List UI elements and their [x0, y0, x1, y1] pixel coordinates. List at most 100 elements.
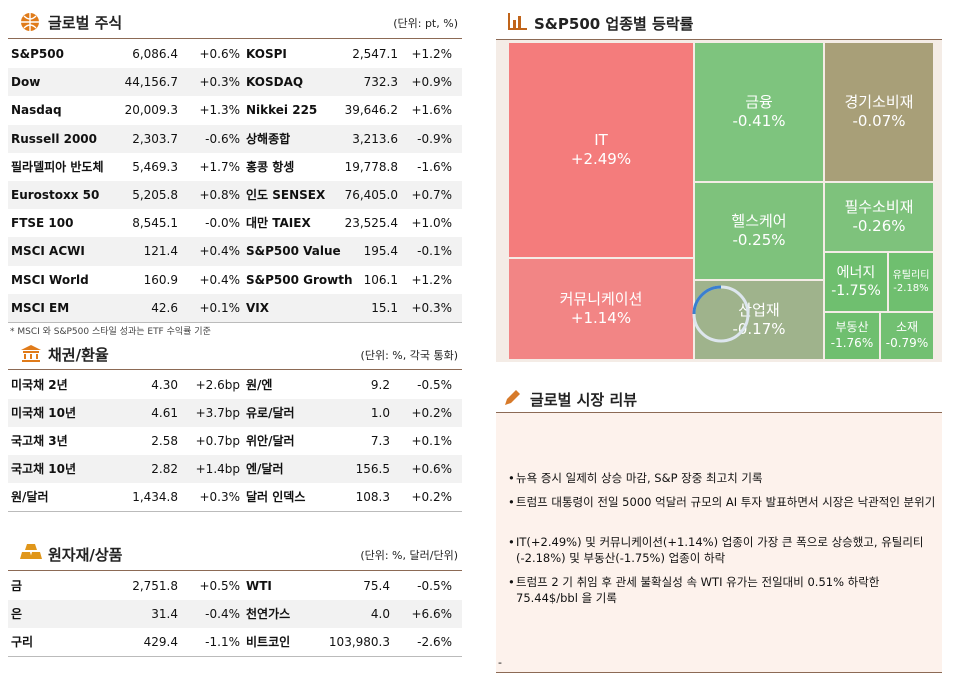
- name: KOSPI: [246, 47, 287, 61]
- sector-change: -1.75%: [831, 283, 881, 299]
- row-shade: [8, 293, 462, 322]
- value: 4.61: [151, 406, 178, 420]
- value: 8,545.1: [132, 216, 178, 231]
- change: -0.5%: [417, 579, 452, 593]
- name: S&P500 Value: [246, 244, 341, 259]
- treemap-cell: 금융 -0.41%: [694, 42, 824, 182]
- section-title: 글로벌 시장 리뷰: [530, 391, 638, 409]
- name: 금: [11, 579, 23, 593]
- change: +0.3%: [411, 300, 452, 315]
- name: MSCI World: [11, 272, 89, 287]
- row-shade: [8, 600, 462, 628]
- sector-change: -2.18%: [893, 283, 929, 294]
- value: 39,646.2: [344, 103, 398, 118]
- value: 76,405.0: [344, 188, 398, 202]
- sector-change: +1.14%: [570, 309, 632, 327]
- value: 2,751.8: [132, 579, 178, 593]
- change: +1.2%: [411, 272, 452, 287]
- value: 19,778.8: [344, 159, 398, 174]
- change: +0.7%: [411, 188, 452, 202]
- header-rule: [496, 39, 942, 40]
- sector-change: -0.25%: [732, 231, 786, 249]
- change: -1.6%: [417, 159, 452, 174]
- value: 1.0: [370, 406, 390, 420]
- value: 42.6: [151, 300, 178, 315]
- change: -0.1%: [417, 244, 452, 259]
- change: -0.6%: [205, 131, 240, 146]
- change: +0.8%: [199, 188, 240, 202]
- value: 6,086.4: [132, 47, 178, 61]
- value: 2,303.7: [132, 131, 178, 146]
- change: -2.6%: [417, 635, 452, 649]
- change: +0.5%: [199, 579, 240, 593]
- sector-name: 헬스케어: [731, 211, 787, 230]
- name: Nikkei 225: [246, 103, 318, 118]
- value: 1,434.8: [132, 490, 178, 504]
- change: +1.4bp: [195, 462, 240, 476]
- sector-name: 소재: [895, 320, 919, 335]
- header-rule: [8, 38, 462, 39]
- header-rule: [496, 412, 942, 413]
- change: +0.3%: [199, 490, 240, 504]
- change: +0.6%: [199, 47, 240, 61]
- value: 7.3: [370, 434, 390, 448]
- treemap-cell: 경기소비재 -0.07%: [824, 42, 934, 182]
- name: VIX: [246, 300, 270, 315]
- value: 3,213.6: [352, 131, 398, 146]
- change: +0.7bp: [195, 434, 240, 448]
- value: 106.1: [363, 272, 398, 287]
- change: +0.2%: [411, 490, 452, 504]
- change: +0.1%: [411, 434, 452, 448]
- change: +6.6%: [411, 607, 452, 621]
- sector-name: 부동산: [835, 320, 869, 335]
- treemap-cell: 산업재 -0.17%: [694, 280, 824, 360]
- section-title: S&P500 업종별 등락률: [534, 15, 694, 33]
- unit-note: (단위: pt, %): [393, 17, 458, 30]
- globe-icon: [21, 13, 39, 31]
- sector-name: 경기소비재: [844, 92, 914, 111]
- value: 15.1: [371, 300, 398, 315]
- name: Dow: [11, 75, 41, 90]
- value: 5,469.3: [132, 159, 178, 174]
- review-bullet: IT(+2.49%) 및 커뮤니케이션(+1.14%) 업종이 가장 큰 폭으로…: [508, 534, 936, 566]
- value: 20,009.3: [124, 103, 178, 118]
- end-mark: -: [498, 656, 502, 669]
- value: 732.3: [363, 75, 398, 90]
- value: 44,156.7: [124, 75, 178, 90]
- unit-note: (단위: %, 달러/단위): [360, 549, 458, 562]
- name: 구리: [11, 635, 34, 649]
- change: -0.4%: [205, 607, 240, 621]
- value: 75.4: [363, 579, 390, 593]
- bank-icon: [21, 345, 41, 362]
- sector-change: -0.07%: [852, 112, 906, 130]
- value: 429.4: [143, 635, 178, 649]
- value: 4.30: [151, 378, 178, 392]
- bars-icon: [508, 13, 527, 30]
- row-shade: [8, 68, 462, 97]
- name: 위안/달러: [246, 434, 295, 448]
- name: 상해종합: [246, 131, 291, 146]
- treemap-cell: 커뮤니케이션 +1.14%: [508, 258, 694, 360]
- name: MSCI ACWI: [11, 244, 85, 259]
- value: 4.0: [370, 607, 390, 621]
- name: 인도 SENSEX: [246, 188, 326, 202]
- value: 156.5: [355, 462, 390, 476]
- name: 원/달러: [11, 490, 49, 504]
- sector-change: -0.26%: [852, 217, 906, 235]
- name: 비트코인: [246, 635, 291, 649]
- sector-name: 커뮤니케이션: [559, 289, 643, 308]
- treemap-cell: 헬스케어 -0.25%: [694, 182, 824, 280]
- sector-name: 유틸리티: [892, 270, 930, 281]
- value: 2,547.1: [352, 47, 398, 61]
- name: S&P500 Growth: [246, 272, 353, 287]
- change: +1.2%: [411, 47, 452, 61]
- value: 121.4: [143, 244, 178, 259]
- name: Nasdaq: [11, 103, 62, 118]
- name: 은: [11, 607, 23, 621]
- value: 103,980.3: [328, 635, 390, 649]
- bottom-rule: [8, 656, 462, 657]
- section-title: 채권/환율: [48, 346, 109, 364]
- loading-spinner: [692, 285, 750, 343]
- row-shade: [8, 455, 462, 483]
- treemap-cell: 유틸리티 -2.18%: [888, 252, 934, 312]
